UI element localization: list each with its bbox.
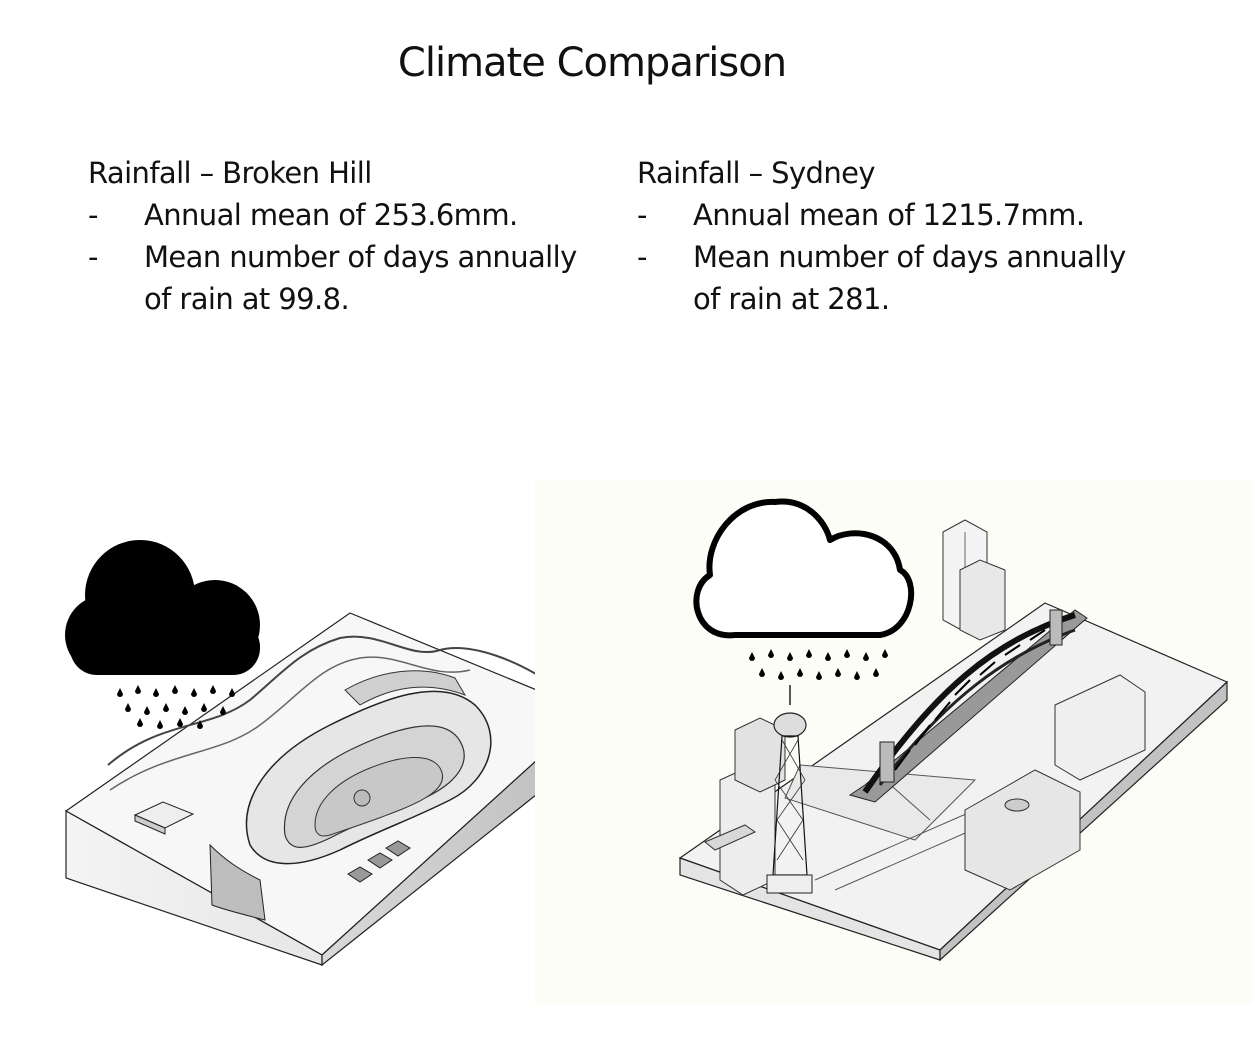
list-item: - Annual mean of 253.6mm. [88,194,608,236]
broken-hill-heading: Rainfall – Broken Hill [88,156,372,190]
bullet-dash: - [637,198,647,232]
bullet-dash: - [637,240,647,274]
broken-hill-rainfall-section: Rainfall – Broken Hill - Annual mean of … [88,152,608,320]
list-item: - Mean number of days annually of rain a… [88,236,608,320]
harbour-bridge-icon [848,609,1088,803]
sydney-heading: Rainfall – Sydney [637,156,876,190]
broken-hill-annual-mean: Annual mean of 253.6mm. [144,198,518,232]
bullet-dash: - [88,198,98,232]
dark-cloud-icon [65,540,260,675]
bullet-dash: - [88,240,98,274]
rain-drops-icon [117,685,235,729]
sydney-city-illustration [678,498,1229,962]
sydney-annual-mean: Annual mean of 1215.7mm. [693,198,1085,232]
sydney-rainfall-section: Rainfall – Sydney - Annual mean of 1215.… [637,152,1157,320]
list-item: - Annual mean of 1215.7mm. [637,194,1157,236]
rain-drops-icon [749,649,888,680]
page-title: Climate Comparison [397,40,787,86]
sydney-tower-icon [766,685,813,894]
broken-hill-rain-days: Mean number of days annually of rain at … [144,240,577,316]
broken-hill-terrain-illustration [64,540,592,967]
sydney-rain-days: Mean number of days annually of rain at … [693,240,1126,316]
list-item: - Mean number of days annually of rain a… [637,236,1157,320]
white-cloud-icon [693,498,915,639]
